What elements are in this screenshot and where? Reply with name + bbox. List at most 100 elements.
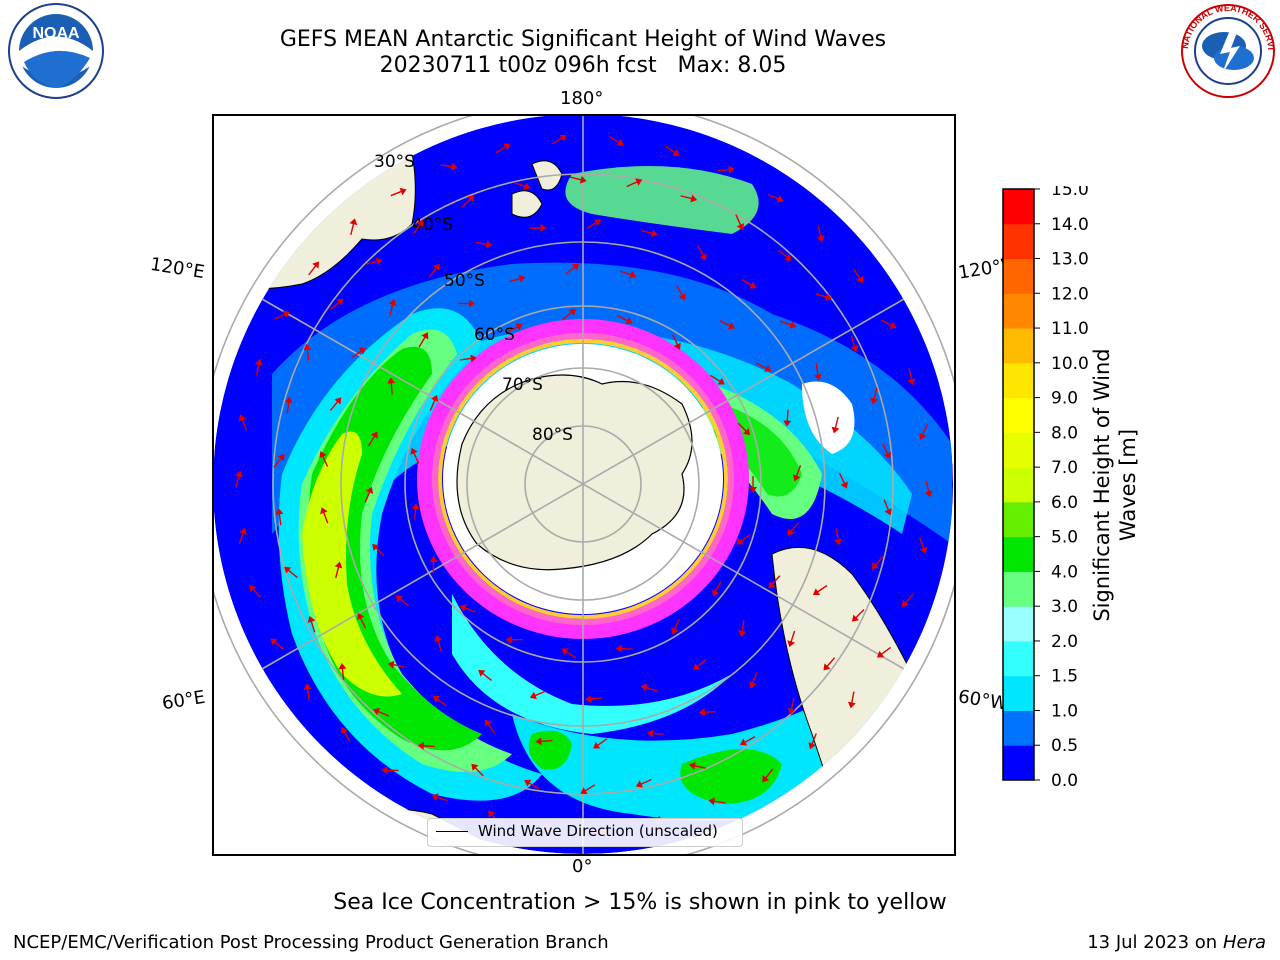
wind-arrow [434, 635, 442, 652]
colorbar-tick-label: 15.0 [1051, 186, 1089, 200]
wind-arrow [641, 229, 658, 238]
colorbar-label: Significant Height of Wind Waves [m] [1090, 348, 1140, 622]
wind-arrow [767, 194, 784, 203]
wind-arrow [838, 472, 848, 489]
footer-credit: NCEP/EMC/Verification Post Processing Pr… [13, 932, 609, 953]
wind-arrow [329, 298, 344, 310]
wind-arrow [689, 761, 706, 770]
sea-ice-note: Sea Ice Concentration > 15% is shown in … [333, 890, 947, 915]
colorbar-tick-label: 7.0 [1051, 458, 1078, 478]
wind-arrow [882, 443, 892, 459]
colorbar-tick-label: 3.0 [1051, 597, 1078, 617]
colorbar-swatch [1003, 432, 1034, 468]
wind-arrow [813, 363, 822, 381]
colorbar-tick-label: 0.5 [1051, 736, 1078, 756]
colorbar-tick-label: 1.0 [1051, 701, 1078, 721]
wind-arrow [640, 683, 658, 692]
footer-date-text: 13 Jul 2023 on [1087, 932, 1223, 953]
wind-arrow [418, 332, 429, 348]
wind-arrow [373, 707, 389, 717]
wind-arrow [783, 409, 792, 427]
map-legend: Wind Wave Direction (unscaled) [427, 818, 743, 847]
wind-arrow [680, 194, 698, 203]
wind-arrow [883, 499, 892, 516]
footer-date: 13 Jul 2023 on Hera [1087, 932, 1266, 953]
wind-arrow [708, 797, 726, 806]
colorbar-swatch [1003, 293, 1034, 329]
wind-arrow [876, 646, 892, 658]
wind-arrow [615, 644, 633, 653]
colorbar-tick-label: 10.0 [1051, 354, 1089, 374]
wind-arrow [565, 263, 580, 275]
wind-arrow [395, 595, 410, 607]
wind-arrow [284, 396, 293, 414]
wind-arrow [303, 343, 312, 361]
wind-arrow [364, 486, 374, 503]
wind-arrow [334, 561, 343, 579]
polar-map: 30°S 40°S 50°S 60°S 70°S 80°S [212, 114, 956, 856]
wind-arrow [737, 422, 751, 436]
wind-arrow [617, 314, 633, 325]
noaa-logo-text: NOAA [32, 25, 80, 42]
wind-arrow [871, 556, 884, 570]
wind-arrow [440, 162, 458, 171]
wind-arrow [881, 319, 897, 329]
colorbar-swatch [1003, 258, 1034, 294]
wind-arrow [475, 240, 493, 249]
wind-arrow [823, 657, 836, 671]
wind-arrow [808, 733, 817, 750]
wind-arrow [717, 165, 735, 174]
colorbar-swatch [1003, 223, 1034, 260]
wind-arrow [535, 737, 553, 746]
wind-arrow [429, 394, 439, 411]
wind-arrow [349, 218, 358, 236]
wind-arrow [484, 719, 496, 734]
noaa-logo: NOAA [8, 3, 104, 99]
wind-arrow [429, 555, 438, 573]
wind-arrow [249, 584, 262, 599]
wind-arrow [787, 522, 800, 536]
wind-arrow [303, 683, 312, 701]
wind-arrow [273, 454, 285, 468]
wind-arrow [551, 134, 567, 145]
wind-arrow [569, 175, 587, 184]
wind-arrow [901, 593, 914, 608]
colorbar-swatch [1003, 501, 1034, 538]
colorbar-swatch [1003, 397, 1034, 433]
wave-height-field [272, 166, 952, 821]
nws-logo: NATIONAL WEATHER SERVICE [1178, 2, 1276, 98]
wind-arrow [459, 604, 476, 613]
wind-arrow [768, 575, 781, 589]
wind-arrow [741, 278, 757, 289]
colorbar-tick-label: 6.0 [1051, 493, 1078, 513]
wind-arrow [432, 695, 447, 707]
wind-arrow [850, 335, 859, 353]
colorbar-swatch [1003, 467, 1034, 503]
wind-arrow [238, 414, 248, 431]
wind-arrow [749, 476, 757, 493]
wind-arrow [870, 387, 879, 405]
wind-arrow [812, 584, 828, 596]
wind-arrow [478, 669, 492, 682]
wind-arrow [739, 736, 756, 746]
wind-arrow [308, 261, 320, 276]
wind-arrow [851, 609, 865, 622]
wind-arrow [778, 249, 792, 261]
wind-arrow [390, 187, 407, 197]
wind-arrow [671, 618, 680, 635]
wind-arrow [428, 263, 440, 278]
wind-arrow-layer [235, 134, 933, 834]
wind-arrow [831, 416, 840, 434]
meridians [261, 114, 905, 854]
wind-arrow [381, 766, 399, 775]
colorbar-tick-label: 4.0 [1051, 562, 1078, 582]
colorbar-tick-label: 13.0 [1051, 250, 1089, 270]
wind-arrow [508, 274, 526, 283]
lat-label-80s: 80°S [532, 425, 573, 445]
wind-arrow [387, 660, 405, 669]
wind-arrow [524, 779, 540, 790]
wind-arrow [635, 778, 652, 788]
map-frame [212, 114, 956, 856]
wind-arrow [338, 662, 347, 680]
missing-data-patch [802, 381, 855, 454]
